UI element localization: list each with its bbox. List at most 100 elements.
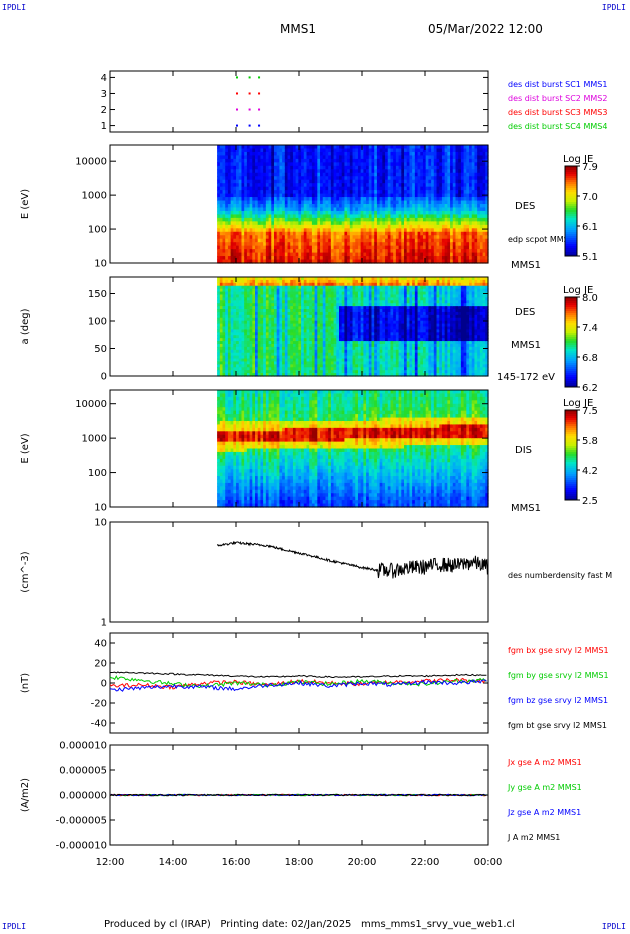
spectrogram-cell — [244, 256, 248, 261]
spectrogram-cell — [314, 162, 318, 167]
spectrogram-cell — [238, 300, 243, 304]
spectrogram-cell — [233, 343, 237, 348]
spectrogram-cell — [398, 193, 402, 198]
spectrogram-cell — [265, 179, 270, 184]
spectrogram-cell — [217, 277, 221, 281]
spectrogram-cell — [222, 346, 226, 351]
spectrogram-cell — [417, 210, 421, 216]
spectrogram-cell — [458, 238, 462, 243]
spectrogram-cell — [379, 207, 383, 212]
spectrogram-cell — [309, 320, 313, 325]
spectrogram-cell — [420, 155, 424, 160]
spectrogram-cell — [282, 341, 286, 345]
spectrogram-cell — [398, 235, 402, 240]
spectrogram-cell — [252, 297, 256, 301]
spectrogram-cell — [252, 329, 256, 333]
spectrogram-cell — [328, 355, 332, 360]
spectrogram-cell — [469, 235, 473, 240]
spectrogram-cell — [282, 361, 286, 365]
spectrogram-cell — [395, 193, 400, 198]
spectrogram-cell — [257, 329, 262, 333]
spectrogram-cell — [230, 300, 234, 304]
spectrogram-cell — [252, 320, 256, 325]
spectrogram-cell — [314, 311, 318, 316]
spectrogram-cell — [420, 238, 424, 243]
spectrogram-cell — [431, 235, 435, 240]
spectrogram-cell — [404, 148, 408, 153]
spectrogram-cell — [282, 155, 286, 160]
spectrogram-cell — [219, 373, 224, 377]
spectrogram-cell — [471, 210, 476, 216]
spectrogram-cell — [450, 151, 454, 157]
spectrogram-cell — [352, 172, 356, 177]
spectrogram-cell — [322, 172, 327, 177]
spectrogram-cell — [284, 338, 289, 342]
spectrogram-cell — [360, 228, 364, 233]
spectrogram-cell — [366, 231, 370, 236]
spectrogram-cell — [325, 343, 329, 348]
spectrogram-cell — [439, 176, 443, 181]
spectrogram-cell — [273, 256, 278, 261]
spectrogram-cell — [246, 282, 251, 287]
spectrogram-cell — [249, 162, 253, 167]
spectrogram-cell — [309, 294, 313, 298]
spectrogram-cell — [314, 364, 318, 368]
spectrogram-cell — [241, 306, 245, 310]
spectrogram-cell — [309, 172, 313, 177]
spectrogram-cell — [317, 210, 321, 216]
spectrogram-cell — [336, 193, 340, 198]
spectrogram-cell — [347, 221, 351, 226]
spectrogram-cell — [260, 294, 264, 298]
spectrogram-cell — [417, 200, 421, 205]
spectrogram-cell — [317, 200, 321, 205]
spectrogram-cell — [301, 311, 305, 316]
spectrogram-cell — [458, 200, 462, 205]
spectrogram-cell — [222, 361, 226, 365]
spectrogram-cell — [349, 183, 354, 188]
spectrogram-cell — [255, 294, 259, 298]
spectrogram-cell — [236, 297, 240, 301]
spectrogram-cell — [303, 282, 308, 287]
spectrogram-cell — [292, 317, 297, 322]
spectrogram-cell — [255, 297, 259, 301]
spectrogram-cell — [303, 169, 308, 174]
spectrogram-cell — [355, 169, 359, 174]
spectrogram-cell — [306, 228, 310, 233]
spectrogram-cell — [309, 179, 313, 184]
spectrogram-cell — [371, 256, 375, 261]
spectrogram-cell — [284, 245, 289, 250]
spectrogram-cell — [222, 162, 226, 167]
spectrogram-cell — [249, 179, 253, 184]
spectrogram-cell — [330, 249, 335, 254]
spectrogram-cell — [295, 355, 299, 360]
spectrogram-cell — [236, 317, 240, 322]
spectrogram-cell — [357, 242, 362, 247]
spectrogram-cell — [474, 145, 478, 150]
spectrogram-cell — [219, 352, 224, 357]
spectrogram-cell — [485, 179, 489, 184]
spectrogram-cell — [393, 207, 397, 212]
spectrogram-cell — [276, 242, 281, 247]
spectrogram-cell — [225, 288, 229, 293]
spectrogram-cell — [347, 249, 351, 254]
spectrogram-cell — [336, 217, 340, 222]
spectrogram-cell — [444, 221, 448, 226]
spectrogram-cell — [244, 224, 248, 229]
spectrogram-cell — [273, 207, 278, 212]
spectrogram-cell — [341, 256, 346, 261]
spectrogram-cell — [284, 162, 289, 167]
spectrogram-cell — [339, 259, 343, 264]
spectrogram-cell — [347, 165, 351, 170]
spectrogram-cell — [479, 210, 484, 216]
spectrogram-cell — [249, 355, 253, 360]
spectrogram-cell — [439, 186, 443, 191]
spectrogram-cell — [441, 210, 446, 216]
spectrogram-cell — [474, 169, 478, 174]
spectrogram-cell — [366, 190, 370, 195]
spectrogram-cell — [393, 245, 397, 250]
spectrogram-cell — [271, 332, 275, 336]
spectrogram-cell — [339, 190, 343, 195]
spectrogram-cell — [273, 332, 278, 336]
spectrogram-cell — [282, 317, 286, 322]
spectrogram-cell — [282, 338, 286, 342]
